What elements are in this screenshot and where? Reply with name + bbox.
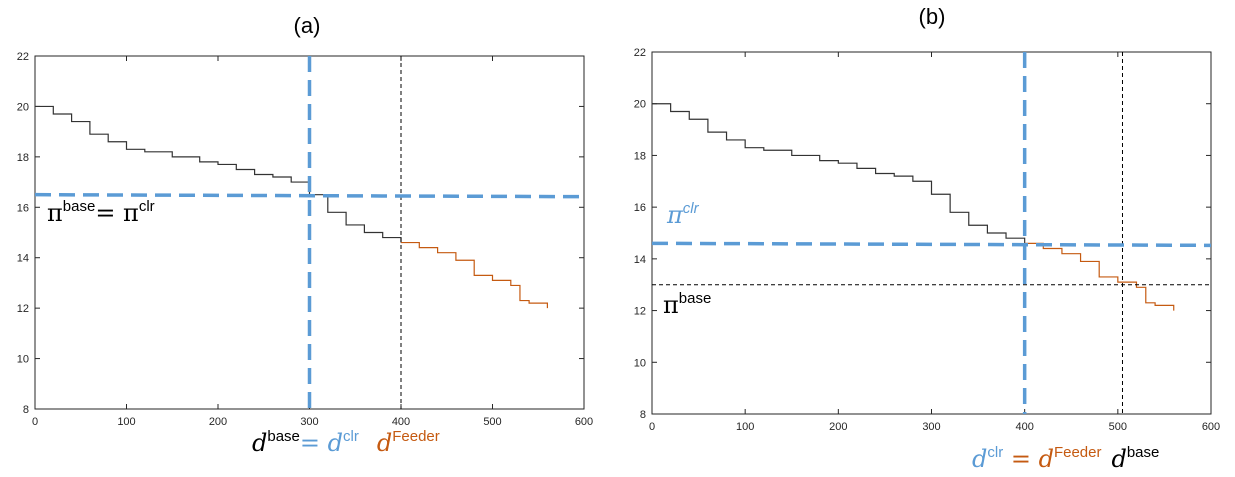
- x-tick-label: 300: [922, 421, 940, 433]
- x-tick-label: 100: [117, 416, 135, 428]
- y-tick-label: 10: [17, 354, 29, 366]
- y-tick-label: 20: [634, 99, 646, 111]
- y-tick-label: 16: [17, 202, 29, 214]
- panel-b-piclr-label: πclr: [666, 200, 700, 229]
- y-tick-label: 18: [17, 152, 29, 164]
- y-tick-label: 14: [17, 253, 29, 265]
- series-line-orange: [1024, 242, 1175, 311]
- panel-a-title: (a): [294, 13, 321, 38]
- panel-a-ticks: 0 100 200 300 400 500 600 8 10 12 14 16 18 20 22: [17, 51, 593, 428]
- y-tick-label: 22: [634, 47, 646, 59]
- panel-b-series: [652, 103, 1175, 311]
- x-tick-label: 600: [1202, 421, 1220, 433]
- x-tick-label: 200: [209, 416, 227, 428]
- series-line-black: [652, 103, 1026, 244]
- x-tick-label: 400: [392, 416, 410, 428]
- y-tick-label: 20: [17, 101, 29, 113]
- x-tick-label: 0: [32, 416, 38, 428]
- x-tick-label: 600: [575, 416, 593, 428]
- y-tick-label: 8: [23, 404, 29, 416]
- panel-b-title: (b): [919, 4, 946, 29]
- panel-a-pi-label: πbase= πclr: [47, 198, 155, 227]
- series-line-black: [35, 105, 402, 243]
- panel-b-ticks: 0 100 200 300 400 500 600 8 10 12 14 16 18 20 22: [634, 47, 1220, 433]
- panel-a-series: [35, 105, 548, 309]
- y-tick-label: 14: [634, 254, 646, 266]
- x-tick-label: 400: [1015, 421, 1033, 433]
- ref-hline-blue: [651, 241, 1212, 248]
- ref-hline-blue: [34, 192, 585, 199]
- y-tick-label: 10: [634, 357, 646, 369]
- x-tick-label: 500: [1109, 421, 1127, 433]
- y-tick-label: 22: [17, 51, 29, 63]
- y-tick-label: 16: [634, 202, 646, 214]
- y-tick-label: 8: [640, 409, 646, 421]
- series-line-orange: [401, 241, 548, 309]
- x-tick-label: 200: [829, 421, 847, 433]
- y-tick-label: 12: [634, 306, 646, 318]
- x-tick-label: 0: [649, 421, 655, 433]
- y-tick-label: 18: [634, 150, 646, 162]
- y-tick-label: 12: [17, 303, 29, 315]
- panel-b-d-label: dclr = dFeeder dbase: [972, 444, 1159, 473]
- panel-b-axes-box: [651, 51, 1212, 415]
- x-tick-label: 500: [483, 416, 501, 428]
- panel-a-d-label: dbase= dclr dFeeder: [252, 428, 440, 457]
- x-tick-label: 300: [300, 416, 318, 428]
- panel-a-reference-lines: [34, 56, 585, 409]
- panel-b-pibase-label: πbase: [663, 290, 711, 319]
- panel-b-reference-lines: [651, 52, 1212, 414]
- x-tick-label: 100: [736, 421, 754, 433]
- panel-a: 0 100 200 300 400 500 600 8 10 12 14 16 18 20 22 πbase…: [17, 51, 593, 457]
